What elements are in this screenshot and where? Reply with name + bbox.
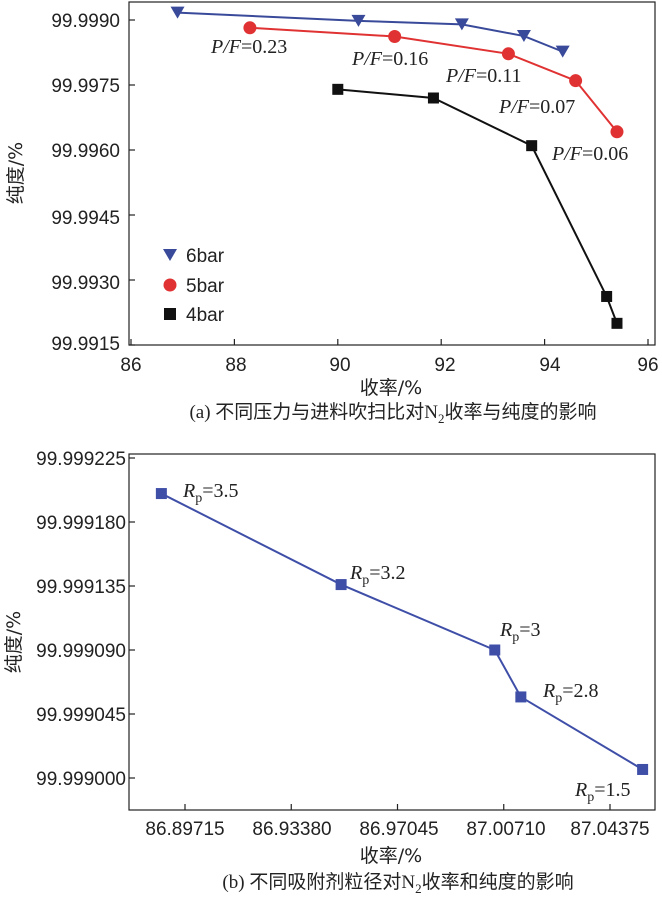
chart-a-data-point-4bar [427,92,439,104]
chart-b-series-line [160,492,644,771]
chart-a-legend-label-4bar: 4bar [186,305,225,326]
chart-a-plot-frame [128,1,656,346]
chart-a-data-point-6bar [555,45,570,58]
chart-a-legend-label-6bar: 6bar [186,246,225,267]
chart-a-annotation-pf-007: P/F=0.07 [498,96,575,118]
chart-b-y-axis-label: 纯度/% [3,611,25,673]
chart-a-y-axis-label: 纯度/% [5,142,27,204]
chart-a-annotation-pf-016: P/F=0.16 [351,48,428,70]
chart-b-data-point [489,644,501,656]
chart-a-caption: (a) 不同压力与进料吹扫比对N2收率与纯度的影响 [189,401,596,426]
chart-a-x-axis-label: 收率/% [360,377,422,399]
chart-b-annotation-rp-3-2: Rp=3.2 [349,562,406,588]
chart-a-data-point-6bar [351,14,366,27]
chart-a-data-point-6bar [454,18,469,31]
chart-a-ytick-label: 99.9960 [51,141,120,162]
chart-a-series-line-4bar [337,88,618,324]
chart-b-xtick-label: 87.04375 [570,819,649,840]
chart-b-ytick-label: 99.999135 [36,577,126,598]
chart-a-ytick-label: 99.9915 [51,334,120,355]
chart-b-ytick-label: 99.999000 [36,769,126,790]
chart-b-annotation-rp-1-5: Rp=1.5 [574,779,631,805]
chart-a-legend-label-5bar: 5bar [186,276,225,297]
chart-a-data-point-6bar [516,30,531,43]
chart-b-xtick-label: 86.97045 [359,819,438,840]
chart-b-x-axis-label: 收率/% [360,845,422,867]
chart-a-data-point-5bar [569,74,583,88]
chart-b-plot-frame [128,453,656,811]
chart-a-legend-marker-4bar [164,308,176,320]
chart-a-data-point-5bar [388,29,402,43]
chart-b-annotation-rp-3-5: Rp=3.5 [182,480,239,506]
chart-a-ytick-label: 99.9990 [51,11,120,32]
chart-a-data-point-4bar [611,317,623,329]
chart-b-caption: (b) 不同吸附剂粒径对N2收率和纯度的影响 [222,871,573,896]
chart-a-data-point-4bar [332,83,344,95]
chart-a-legend-marker-6bar [163,249,177,261]
chart-b-series-layer [155,488,649,775]
chart-b-xtick-label: 87.00710 [466,819,545,840]
chart-a-ytick-label: 99.9975 [51,76,120,97]
chart-a-data-point-5bar [501,47,515,61]
chart-a-axes [129,19,649,346]
chart-a-annotation-pf-011: P/F=0.11 [445,65,522,87]
chart-b-ytick-label: 99.999180 [36,513,126,534]
chart-a-xtick-label: 86 [120,355,141,376]
chart-a-xtick-label: 94 [539,355,561,376]
chart-b-xtick-label: 86.89715 [145,819,224,840]
chart-a-data-point-5bar [243,21,257,35]
chart-a-xtick-label: 96 [637,355,658,376]
chart-a-annotation-pf-006: P/F=0.06 [551,143,628,165]
chart-a-series-layer [170,6,624,329]
chart-b-data-point [637,763,649,775]
chart-b-data-point [515,691,527,703]
chart-b-ytick-label: 99.999225 [36,449,126,470]
chart-a-legend-marker-5bar [163,278,177,292]
chart-b-annotation-rp-3: Rp=3 [499,619,541,645]
chart-b-axes [129,457,611,810]
chart-b-xtick-label: 86.93380 [252,819,331,840]
chart-b-ytick-label: 99.999090 [36,641,126,662]
chart-a: 99.9915 99.9930 99.9945 99.9960 99.9975 … [5,1,659,426]
chart-a-data-point-6bar [170,6,185,19]
chart-b-data-point [155,488,167,500]
chart-a-data-point-4bar [601,290,613,302]
chart-a-xtick-label: 92 [434,355,455,376]
chart-b: 99.999000 99.999045 99.999090 99.999135 … [3,449,656,896]
chart-b-data-point [335,579,347,591]
chart-b-ytick-label: 99.999045 [36,705,126,726]
chart-a-data-point-4bar [526,140,538,152]
chart-a-xtick-label: 90 [329,355,350,376]
chart-a-data-point-5bar [610,125,624,139]
chart-a-annotation-pf-023: P/F=0.23 [210,36,287,58]
chart-a-ytick-label: 99.9945 [51,208,120,229]
chart-a-xtick-label: 88 [225,355,246,376]
chart-a-ytick-label: 99.9930 [51,273,120,294]
chart-b-annotation-rp-2-8: Rp=2.8 [542,680,599,706]
